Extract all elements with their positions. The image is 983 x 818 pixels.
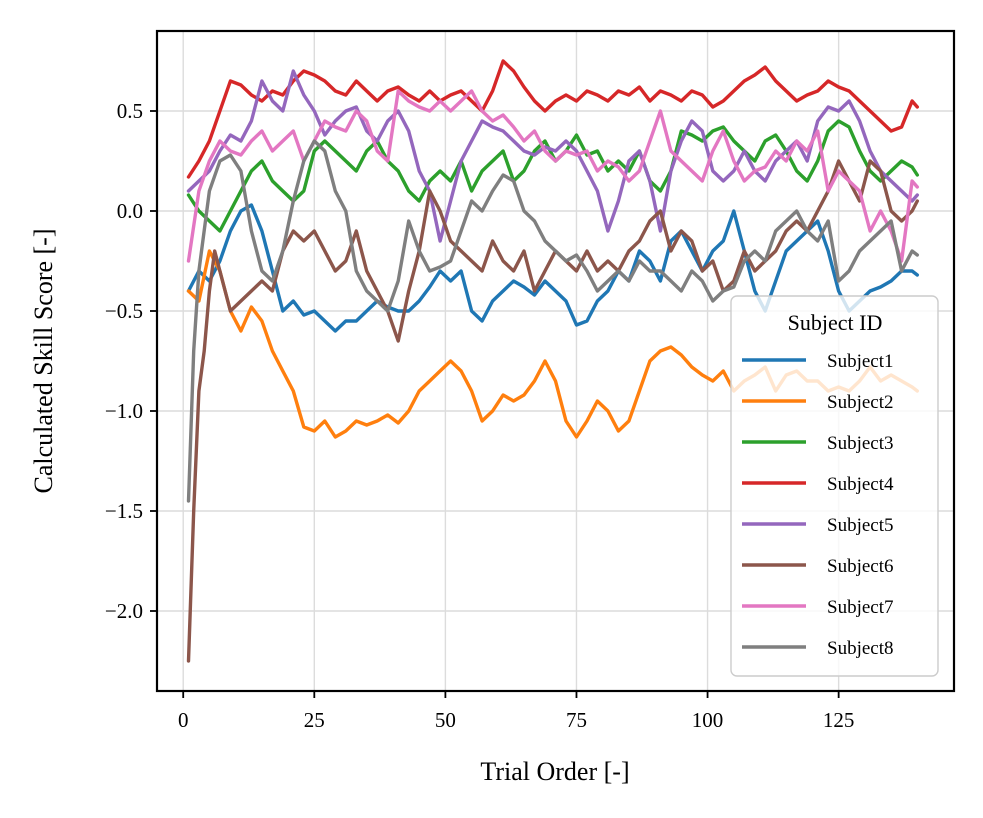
y-axis-label: Calculated Skill Score [-]: [29, 229, 58, 494]
y-tick-label: −1.0: [105, 399, 143, 423]
x-axis-label: Trial Order [-]: [480, 757, 629, 786]
x-tick-label: 50: [435, 708, 456, 732]
x-tick-label: 100: [692, 708, 724, 732]
plot-frame: [155, 29, 956, 693]
x-tick-label: 75: [566, 708, 587, 732]
y-tick-label: 0.5: [117, 99, 143, 123]
y-tick-label: 0.0: [117, 199, 143, 223]
y-tick-label: −1.5: [105, 499, 143, 523]
legend: Subject ID Subject1Subject2Subject3Subje…: [730, 295, 939, 677]
y-axis-ticks: 0.5 0.0 −0.5 −1.0 −1.5 −2.0: [105, 99, 157, 623]
x-tick-label: 125: [823, 708, 855, 732]
legend-label-subject4: Subject4: [827, 474, 894, 495]
x-tick-label: 25: [304, 708, 325, 732]
x-axis-ticks: 0 25 50 75 100 125: [178, 691, 854, 732]
legend-label-subject8: Subject8: [827, 638, 894, 659]
legend-label-subject6: Subject6: [827, 556, 894, 577]
y-tick-label: −0.5: [105, 299, 143, 323]
series-line-subject3: [186, 119, 919, 233]
legend-label-subject3: Subject3: [827, 433, 894, 454]
series-line-subject4: [186, 59, 919, 179]
legend-box: [730, 295, 939, 677]
legend-label-subject5: Subject5: [827, 515, 894, 536]
legend-label-subject7: Subject7: [827, 597, 894, 618]
series-line-subject5: [186, 69, 919, 243]
series-line-subject8: [186, 139, 919, 503]
y-tick-label: −2.0: [105, 599, 143, 623]
legend-label-subject2: Subject2: [827, 392, 894, 413]
legend-label-subject1: Subject1: [827, 351, 894, 372]
legend-title: Subject ID: [788, 310, 883, 335]
series-line-subject1: [186, 203, 919, 333]
x-tick-label: 0: [178, 708, 189, 732]
legend-items: Subject1 Subject2 Subject3 Subject4 Subject5…: [742, 351, 894, 659]
